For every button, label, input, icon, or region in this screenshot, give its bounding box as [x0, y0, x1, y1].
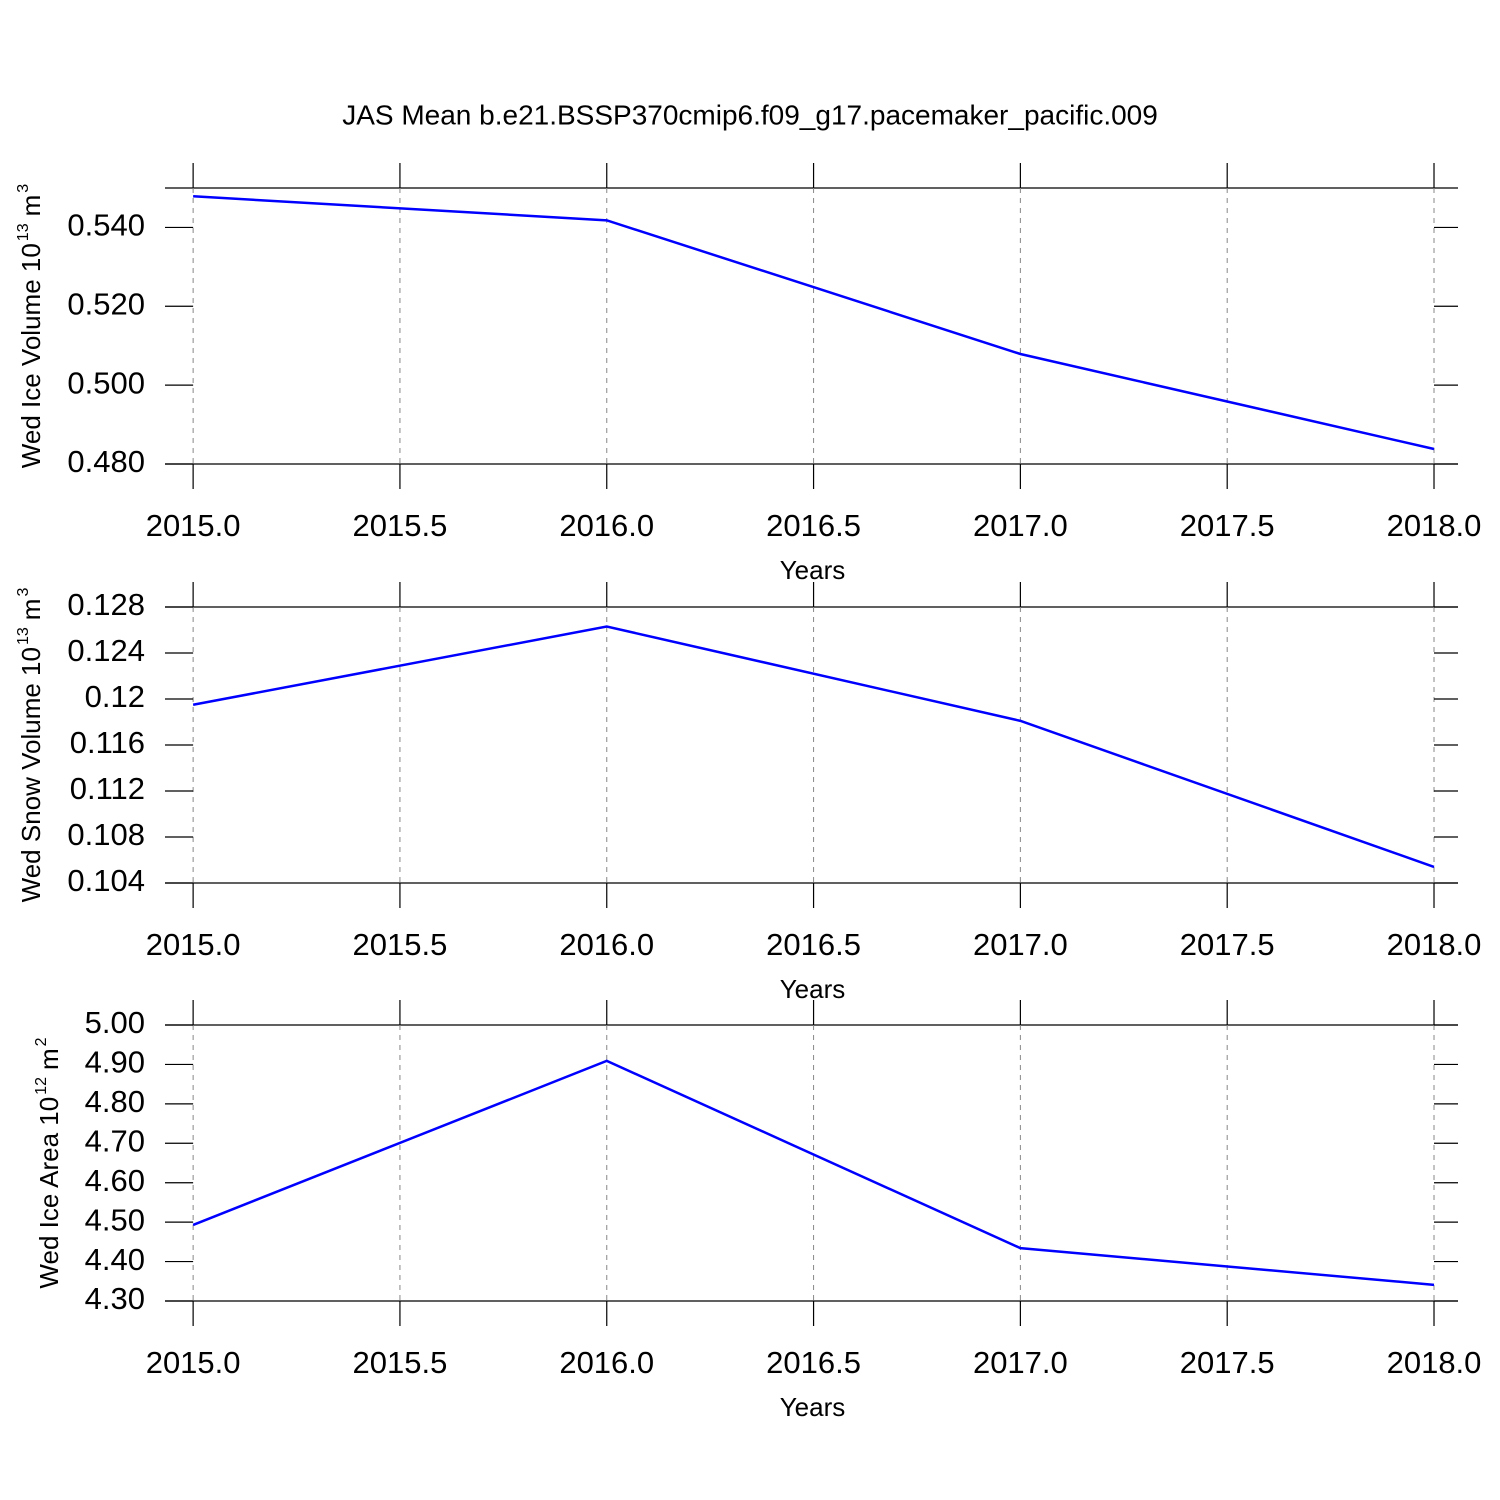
y-tick-label: 4.50 [85, 1202, 145, 1237]
x-axis-label: Years [780, 555, 846, 585]
y-tick-label: 0.124 [67, 633, 145, 668]
y-tick-label: 0.500 [67, 365, 145, 400]
data-line [193, 195, 1435, 451]
x-tick-label: 2018.0 [1387, 1345, 1482, 1380]
y-axis-label: Wed Ice Area 10 12 m 2 [33, 1037, 64, 1288]
y-tick-label: 0.112 [70, 771, 145, 806]
x-tick-label: 2017.5 [1180, 508, 1275, 543]
label-superscript: 3 [15, 588, 32, 597]
label-part: Wed Ice Area 10 [34, 1097, 64, 1289]
y-tick-label: 0.116 [70, 725, 145, 760]
y-tick-label: 4.90 [85, 1045, 145, 1080]
label-part: m [34, 1048, 64, 1070]
y-axis-label: Wed Snow Volume 10 13 m 3 [15, 588, 46, 903]
x-tick-label: 2015.0 [146, 927, 241, 962]
y-tick-label: 4.30 [85, 1281, 145, 1316]
label-superscript: 3 [15, 184, 32, 193]
chart-title: JAS Mean b.e21.BSSP370cmip6.f09_g17.pace… [342, 99, 1158, 130]
x-tick-label: 2018.0 [1387, 508, 1482, 543]
y-tick-label: 4.60 [85, 1163, 145, 1198]
x-tick-label: 2016.0 [559, 508, 654, 543]
data-line [192, 1059, 1435, 1287]
x-tick-label: 2015.5 [353, 508, 448, 543]
y-tick-label: 4.70 [85, 1123, 145, 1158]
x-tick-label: 2015.0 [146, 508, 241, 543]
data-line [192, 625, 1435, 869]
label-part: m [16, 599, 46, 621]
y-tick-label: 4.40 [85, 1242, 145, 1277]
y-tick-label: 5.00 [85, 1005, 145, 1040]
x-tick-label: 2016.5 [766, 508, 861, 543]
x-tick-label: 2016.5 [766, 1345, 861, 1380]
x-tick-label: 2015.5 [353, 927, 448, 962]
x-axis-label: Years [780, 1392, 846, 1422]
x-tick-label: 2017.0 [973, 927, 1068, 962]
label-superscript: 13 [15, 223, 32, 241]
x-tick-label: 2017.5 [1180, 1345, 1275, 1380]
x-tick-label: 2015.5 [353, 1345, 448, 1380]
y-tick-label: 4.80 [85, 1084, 145, 1119]
y-axis-label: Wed Ice Volume 10 13 m 3 [15, 184, 46, 468]
label-superscript: 2 [33, 1037, 50, 1046]
y-tick-label: 0.104 [67, 863, 145, 898]
y-tick-label: 0.480 [67, 444, 145, 479]
y-tick-label: 0.108 [67, 817, 145, 852]
x-tick-label: 2016.5 [766, 927, 861, 962]
y-tick-label: 0.540 [67, 208, 145, 243]
x-tick-label: 2017.0 [973, 1345, 1068, 1380]
y-tick-label: 0.12 [85, 679, 145, 714]
x-tick-label: 2017.0 [973, 508, 1068, 543]
label-superscript: 12 [33, 1077, 50, 1095]
x-tick-label: 2016.0 [559, 1345, 654, 1380]
label-part: m [16, 195, 46, 217]
label-part: Wed Snow Volume 10 [16, 647, 46, 902]
x-tick-label: 2016.0 [559, 927, 654, 962]
label-superscript: 13 [15, 627, 32, 645]
x-tick-label: 2017.5 [1180, 927, 1275, 962]
x-axis-label: Years [780, 974, 846, 1004]
label-part: Wed Ice Volume 10 [16, 243, 46, 468]
x-tick-label: 2015.0 [146, 1345, 241, 1380]
x-tick-label: 2018.0 [1387, 927, 1482, 962]
y-tick-label: 0.520 [67, 286, 145, 321]
y-tick-label: 0.128 [67, 587, 145, 622]
